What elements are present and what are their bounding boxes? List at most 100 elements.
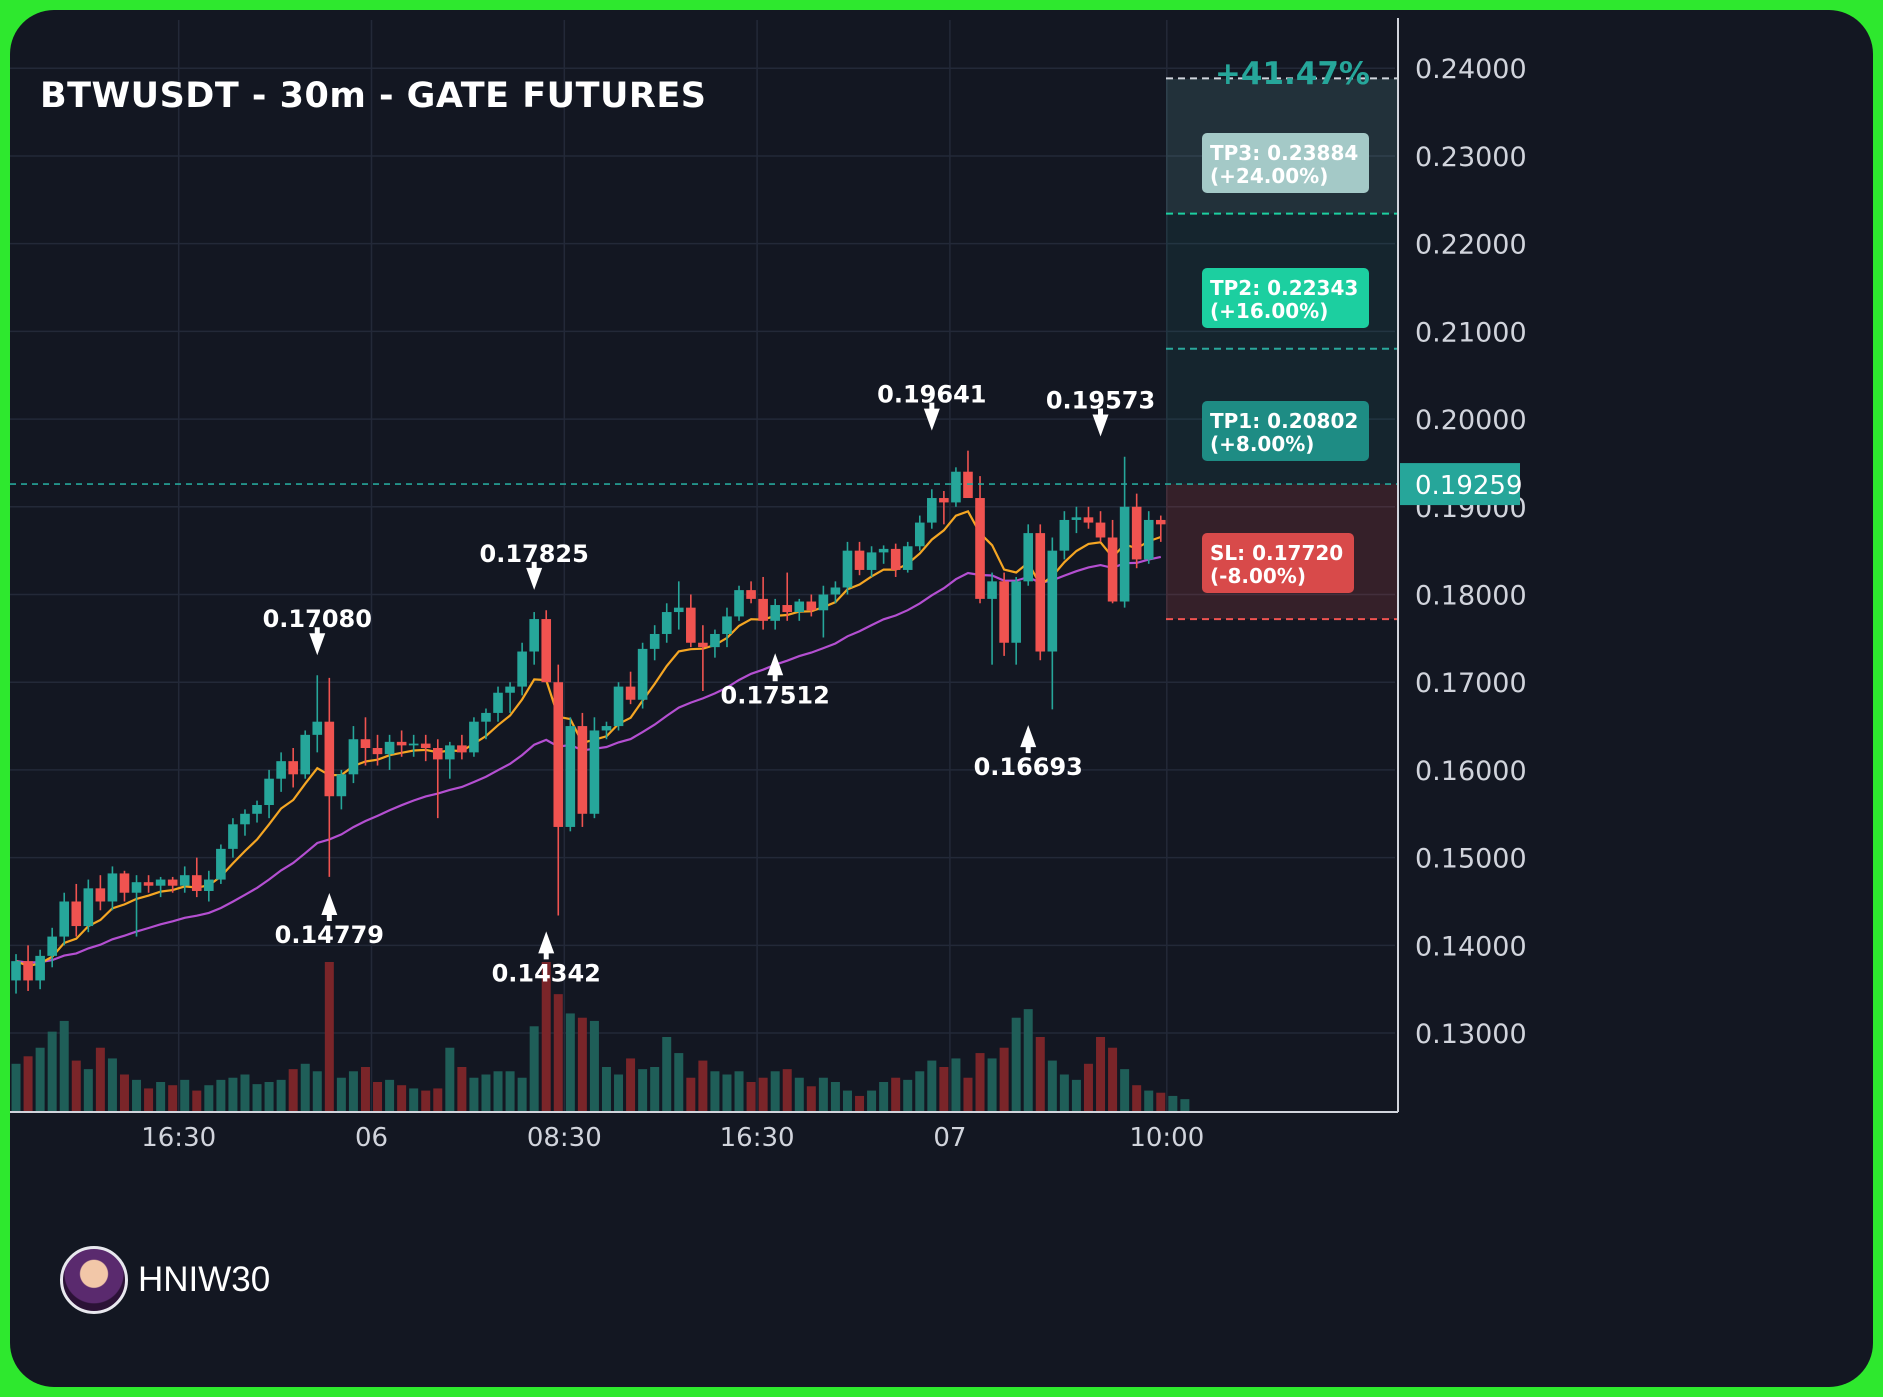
candle-body xyxy=(710,633,720,648)
volume-bar xyxy=(35,1047,45,1112)
y-tick-label: 0.18000 xyxy=(1415,581,1527,612)
volume-bar xyxy=(915,1071,925,1112)
y-tick-label: 0.15000 xyxy=(1415,844,1527,875)
volume-bar xyxy=(107,1058,117,1112)
tp-pct: (+24.00%) xyxy=(1210,164,1328,188)
y-tick-label: 0.17000 xyxy=(1415,668,1527,699)
volume-bar xyxy=(601,1067,611,1112)
volume-bar xyxy=(891,1077,901,1112)
volume-bar xyxy=(336,1077,346,1112)
volume-bar xyxy=(1180,1099,1190,1112)
volume-bar xyxy=(240,1074,250,1112)
candle-body xyxy=(746,590,756,599)
watermark: HNIW30 xyxy=(60,1246,270,1314)
y-tick-label: 0.23000 xyxy=(1415,142,1527,173)
candle-body xyxy=(396,741,407,746)
candle-body xyxy=(228,824,238,849)
volume-bar xyxy=(830,1082,840,1112)
candle-body xyxy=(818,594,829,611)
candle-body xyxy=(902,546,913,570)
watermark-text: HNIW30 xyxy=(138,1260,271,1299)
current-price-tag xyxy=(1400,463,1520,506)
volume-bar xyxy=(806,1086,816,1112)
candle-body xyxy=(975,498,985,599)
volume-bar xyxy=(577,1017,587,1112)
candle-body xyxy=(420,743,431,748)
volume-bar xyxy=(95,1047,105,1112)
volume-bar xyxy=(1096,1037,1106,1112)
arrow-up-icon xyxy=(321,893,338,922)
price-annotation: 0.17080 xyxy=(263,605,372,633)
candle-body xyxy=(866,552,877,570)
volume-bar xyxy=(517,1077,527,1112)
candle-body xyxy=(927,498,937,523)
price-annotation: 0.17512 xyxy=(721,681,830,709)
candle-body xyxy=(782,605,793,613)
volume-bar xyxy=(11,1063,21,1112)
volume-bar xyxy=(842,1090,852,1112)
tp-label: TP1: 0.20802 xyxy=(1210,409,1358,433)
volume-bar xyxy=(1023,1009,1033,1112)
volume-bar xyxy=(1071,1079,1081,1112)
candle-body xyxy=(336,774,347,797)
volume-bar xyxy=(867,1090,877,1112)
candle-body xyxy=(372,748,383,755)
volume-bar xyxy=(300,1063,310,1112)
candle-body xyxy=(481,712,491,722)
volume-bar xyxy=(59,1020,69,1112)
candle-body xyxy=(987,581,997,599)
candle-body xyxy=(348,739,359,775)
volume-bar xyxy=(674,1053,684,1112)
volume-bar xyxy=(758,1077,768,1112)
volume-bar xyxy=(1108,1047,1118,1112)
tp-label: TP2: 0.22343 xyxy=(1210,276,1358,300)
volume-bar xyxy=(686,1077,696,1112)
arrow-down-icon xyxy=(309,627,326,656)
volume-bar xyxy=(782,1069,792,1112)
candle-body xyxy=(457,745,467,753)
volume-bar xyxy=(385,1079,395,1112)
candle-body xyxy=(686,607,696,643)
volume-bar xyxy=(614,1074,624,1112)
candle-body xyxy=(155,879,166,886)
price-annotation: 0.17825 xyxy=(480,540,589,568)
volume-bar xyxy=(939,1067,949,1112)
volume-bar xyxy=(855,1095,865,1112)
volume-bar xyxy=(324,962,334,1112)
price-chart[interactable]: 0.13000 0.14000 0.15000 0.16000 0.17000 0.180… xyxy=(10,10,1873,1387)
candle-body xyxy=(1035,533,1046,652)
sl-label: SL: 0.17720 xyxy=(1210,541,1343,565)
candle-body xyxy=(1071,517,1082,520)
candle-body xyxy=(601,726,612,731)
volume-bar xyxy=(168,1085,178,1112)
volume-bar xyxy=(433,1088,443,1112)
candle-body xyxy=(529,619,539,652)
volume-bar xyxy=(156,1082,166,1112)
volume-bar xyxy=(276,1079,286,1112)
volume-bar xyxy=(348,1071,358,1112)
candle-body xyxy=(625,686,636,700)
volume-bar xyxy=(1059,1074,1069,1112)
candle-body xyxy=(565,726,576,827)
x-tick-label: 06 xyxy=(355,1123,388,1153)
price-annotation: 0.19641 xyxy=(877,381,986,409)
candle-body xyxy=(1107,537,1118,602)
volume-bar xyxy=(23,1056,33,1112)
y-tick-label: 0.14000 xyxy=(1415,931,1527,962)
candle-body xyxy=(553,682,564,827)
price-annotation: 0.14342 xyxy=(492,959,601,987)
candle-body xyxy=(288,761,298,775)
volume-bar xyxy=(951,1058,961,1112)
volume-bar xyxy=(360,1067,370,1112)
volume-bar xyxy=(879,1082,889,1112)
volume-bar xyxy=(312,1071,322,1112)
candle-body xyxy=(95,888,106,902)
total-gain-label: +41.47% xyxy=(1215,56,1370,92)
x-tick-label: 10:00 xyxy=(1129,1123,1204,1153)
candle-body xyxy=(119,873,130,893)
candle-body xyxy=(794,601,805,613)
ema-fast-line xyxy=(15,509,1162,968)
chart-frame: 0.13000 0.14000 0.15000 0.16000 0.17000 0.180… xyxy=(10,10,1873,1387)
candle-body xyxy=(577,726,588,814)
volume-bar xyxy=(493,1071,503,1112)
